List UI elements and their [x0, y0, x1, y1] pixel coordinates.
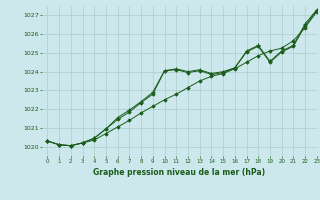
X-axis label: Graphe pression niveau de la mer (hPa): Graphe pression niveau de la mer (hPa) — [93, 168, 265, 177]
